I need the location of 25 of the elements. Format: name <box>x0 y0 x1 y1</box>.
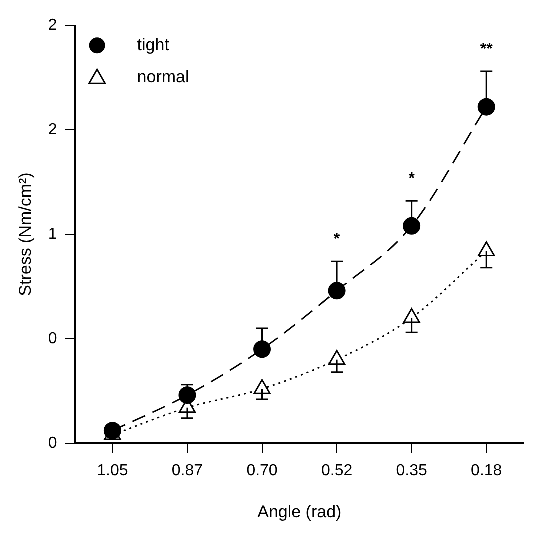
point <box>478 98 496 116</box>
x-tick-label: 0.52 <box>321 462 353 480</box>
x-tick-label: 0.35 <box>396 462 428 480</box>
y-axis-title: Stress (Nm/cm²) <box>16 172 35 296</box>
y-tick-label: 2 <box>48 17 58 34</box>
point <box>328 350 346 366</box>
point <box>403 217 421 235</box>
point <box>403 308 420 324</box>
annotation: * <box>408 170 416 188</box>
annotation: * <box>334 231 341 248</box>
x-tick-label: 0.70 <box>246 462 278 480</box>
legend-label: normal <box>137 67 190 86</box>
point <box>254 379 271 394</box>
annotation: ** <box>480 40 494 58</box>
y-tick-label: 1 <box>48 226 58 243</box>
x-axis-title: Angle (rad) <box>258 502 342 522</box>
legend-label: tight <box>137 35 170 54</box>
x-tick-label: 0.87 <box>172 462 204 480</box>
y-tick-label: 0 <box>48 434 58 452</box>
x-tick-label: 1.05 <box>97 462 128 480</box>
y-tick-label: 0 <box>48 330 58 348</box>
point <box>478 241 496 256</box>
x-tick-label: 0.18 <box>471 462 502 480</box>
y-tick-label: 2 <box>48 121 58 138</box>
point <box>328 282 346 300</box>
